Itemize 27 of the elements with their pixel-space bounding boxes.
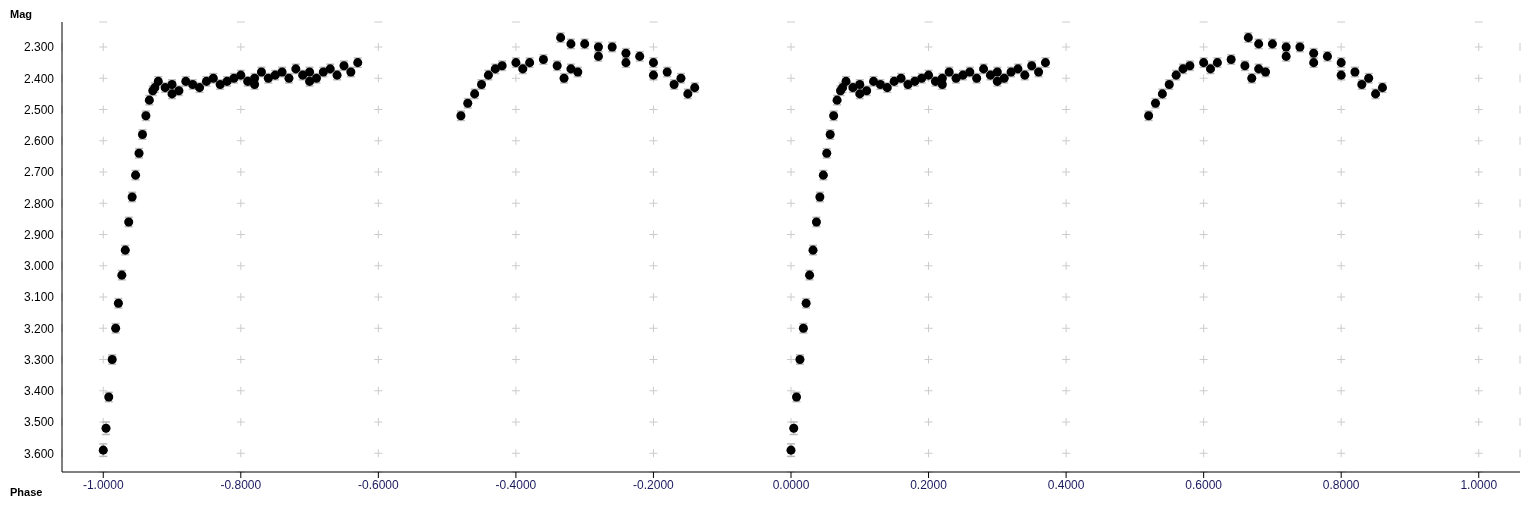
y-tick-label: 3.400: [23, 384, 55, 399]
y-tick-label: 2.400: [23, 71, 55, 86]
x-axis-title: Phase: [10, 486, 43, 498]
y-tick-label: 2.800: [23, 196, 55, 211]
x-tick-label: -0.8000: [220, 477, 262, 492]
y-tick-label: 3.000: [23, 259, 55, 274]
x-tick-label: 0.2000: [910, 477, 948, 492]
x-tick-label: -1.0000: [82, 477, 124, 492]
y-tick-label: 3.600: [23, 446, 55, 461]
x-tick-label: -0.4000: [495, 477, 537, 492]
x-tick-label: -0.6000: [358, 477, 400, 492]
y-tick-label: 2.600: [23, 134, 55, 149]
x-tick-label: 1.0000: [1460, 477, 1498, 492]
y-axis-title: Mag: [10, 8, 32, 20]
x-tick-label: 0.8000: [1322, 477, 1360, 492]
y-tick-label: 2.500: [23, 102, 55, 117]
x-tick-label: 0.0000: [772, 477, 810, 492]
y-tick-label: 3.200: [23, 321, 55, 336]
y-tick-label: 3.300: [23, 352, 55, 367]
x-tick-label: 0.6000: [1185, 477, 1223, 492]
y-tick-label: 3.500: [23, 415, 55, 430]
y-tick-label: 2.700: [23, 165, 55, 180]
y-tick-label: 2.300: [23, 40, 55, 55]
y-tick-label: 3.100: [23, 290, 55, 305]
y-tick-label: 2.900: [23, 227, 55, 242]
x-tick-label: 0.4000: [1047, 477, 1085, 492]
x-tick-label: -0.2000: [633, 477, 675, 492]
